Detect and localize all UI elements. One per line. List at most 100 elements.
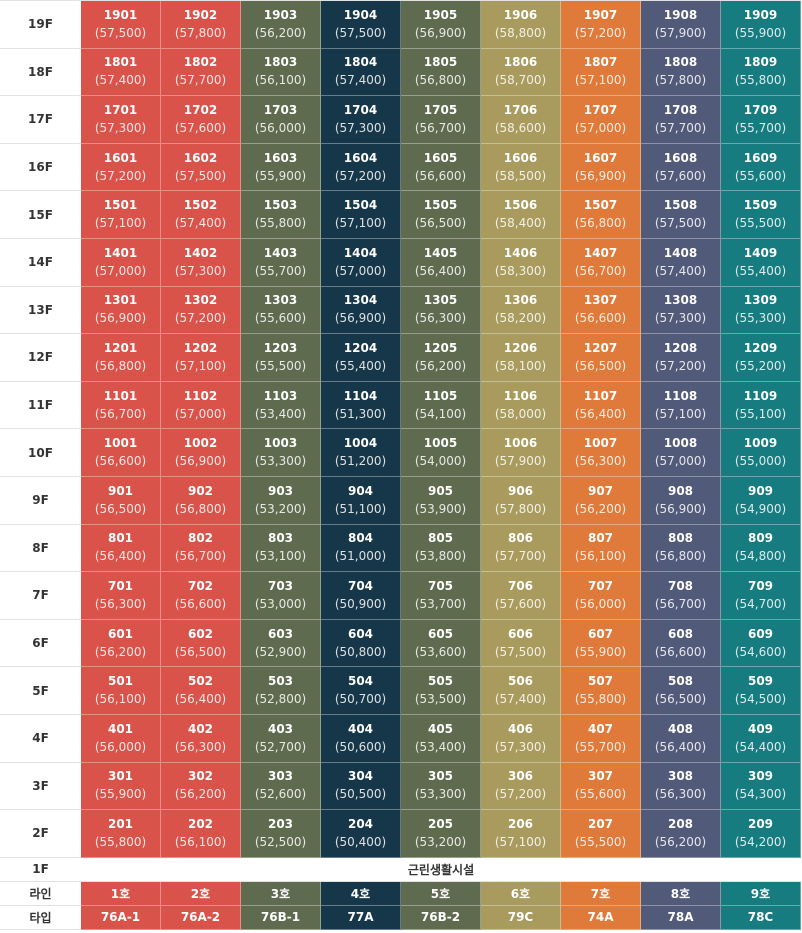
floor-label: 12F [0, 334, 81, 382]
unit-price: (56,500) [654, 692, 707, 707]
unit-price: (56,300) [574, 454, 627, 469]
unit-number: 1504 [343, 198, 378, 213]
unit-number: 1601 [103, 150, 138, 165]
unit-cell: 1706 (58,600) [481, 96, 561, 144]
unit-cell: 1401 (57,000) [81, 238, 161, 287]
unit-number: 909 [747, 483, 774, 498]
unit-cell: 808 (56,800) [641, 524, 721, 573]
unit-cell: 409 (54,400) [721, 714, 801, 763]
unit-number: 1506 [503, 198, 538, 213]
unit-cell: 1004 (51,200) [321, 429, 401, 477]
unit-number: 607 [587, 626, 614, 641]
unit-number: 1402 [183, 245, 218, 260]
line-cell: 6호 [481, 881, 561, 906]
unit-number: 1804 [343, 55, 378, 70]
unit-price: (57,800) [654, 73, 707, 88]
unit-number: 604 [347, 626, 374, 641]
unit-number: 1801 [103, 55, 138, 70]
unit-number: 407 [587, 721, 614, 736]
unit-number: 1501 [103, 198, 138, 213]
unit-cell: 1402 (57,300) [161, 238, 241, 287]
unit-cell: 1409 (55,400) [721, 238, 801, 287]
unit-number: 509 [747, 674, 774, 689]
unit-price: (56,200) [254, 25, 307, 40]
unit-cell: 1304 (56,900) [321, 286, 401, 335]
unit-number: 808 [667, 531, 694, 546]
unit-price: (53,500) [414, 692, 467, 707]
unit-price: (55,800) [734, 73, 787, 88]
unit-cell: 1803 (56,100) [241, 48, 321, 97]
unit-number: 508 [667, 674, 694, 689]
unit-cell: 705 (53,700) [401, 572, 481, 620]
unit-number: 1109 [743, 388, 778, 403]
unit-cell: 1901 (57,500) [81, 1, 161, 49]
unit-number: 1505 [423, 198, 458, 213]
unit-cell: 1503 (55,800) [241, 191, 321, 239]
unit-number: 707 [587, 578, 614, 593]
unit-number: 405 [427, 721, 454, 736]
unit-cell: 1806 (58,700) [481, 48, 561, 97]
unit-number: 901 [107, 483, 134, 498]
unit-cell: 1405 (56,400) [401, 238, 481, 287]
unit-price: (56,900) [414, 25, 467, 40]
unit-price: (57,300) [334, 120, 387, 135]
floor-label: 5F [0, 667, 81, 715]
unit-price: (56,300) [654, 787, 707, 802]
unit-price: (57,900) [654, 25, 707, 40]
unit-cell: 708 (56,700) [641, 572, 721, 620]
unit-cell: 1701 (57,300) [81, 96, 161, 144]
unit-cell: 1108 (57,100) [641, 381, 721, 430]
unit-price: (56,900) [574, 168, 627, 183]
unit-cell: 1903 (56,200) [241, 1, 321, 49]
unit-number: 1404 [343, 245, 378, 260]
unit-cell: 1308 (57,300) [641, 286, 721, 335]
unit-price: (56,500) [574, 358, 627, 373]
unit-price: (56,100) [254, 73, 307, 88]
unit-price: (57,100) [654, 406, 707, 421]
unit-cell: 508 (56,500) [641, 667, 721, 715]
unit-price: (57,400) [174, 216, 227, 231]
line-cell: 8호 [641, 881, 721, 906]
unit-price: (54,300) [734, 787, 787, 802]
unit-price: (58,000) [494, 406, 547, 421]
line-cell: 9호 [721, 881, 801, 906]
unit-cell: 1608 (57,600) [641, 143, 721, 192]
unit-number: 1107 [583, 388, 618, 403]
unit-cell: 209 (54,200) [721, 810, 801, 858]
line-cell: 1호 [81, 881, 161, 906]
unit-price: (56,600) [94, 454, 147, 469]
unit-number: 908 [667, 483, 694, 498]
unit-cell: 1904 (57,500) [321, 1, 401, 49]
type-cell: 74A [561, 905, 641, 930]
unit-cell: 1202 (57,100) [161, 334, 241, 382]
unit-cell: 408 (56,400) [641, 714, 721, 763]
unit-cell: 1703 (56,000) [241, 96, 321, 144]
unit-price: (51,100) [334, 501, 387, 516]
unit-price: (54,000) [414, 454, 467, 469]
unit-price: (56,000) [254, 120, 307, 135]
unit-price: (53,800) [414, 549, 467, 564]
unit-cell: 207 (55,500) [561, 810, 641, 858]
unit-price: (53,000) [254, 596, 307, 611]
unit-cell: 307 (55,600) [561, 762, 641, 811]
unit-cell: 905 (53,900) [401, 476, 481, 525]
unit-price: (54,500) [734, 692, 787, 707]
unit-cell: 504 (50,700) [321, 667, 401, 715]
unit-price: (56,600) [414, 168, 467, 183]
unit-price: (57,200) [494, 787, 547, 802]
unit-cell: 306 (57,200) [481, 762, 561, 811]
type-cell: 77A [321, 905, 401, 930]
unit-number: 1907 [583, 7, 618, 22]
unit-price: (57,100) [494, 834, 547, 849]
unit-cell: 205 (53,200) [401, 810, 481, 858]
unit-price: (52,700) [254, 739, 307, 754]
unit-number: 502 [187, 674, 214, 689]
unit-number: 1104 [343, 388, 378, 403]
unit-price: (57,400) [94, 73, 147, 88]
unit-number: 408 [667, 721, 694, 736]
unit-price: (56,300) [174, 739, 227, 754]
unit-number: 1704 [343, 102, 378, 117]
unit-price: (52,900) [254, 644, 307, 659]
unit-cell: 206 (57,100) [481, 810, 561, 858]
type-cell: 79C [481, 905, 561, 930]
